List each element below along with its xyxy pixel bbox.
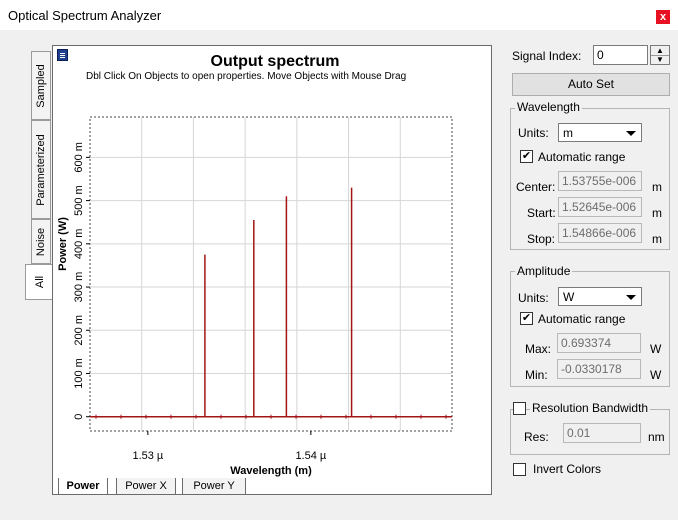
max-label: Max: — [525, 342, 552, 356]
invert-colors-label: Invert Colors — [533, 462, 602, 476]
invert-colors-checkbox[interactable] — [513, 463, 526, 476]
signal-index-spinner[interactable]: ▲ ▼ — [650, 45, 670, 65]
stop-field: 1.54866e-006 — [558, 223, 642, 243]
signal-index-input[interactable]: 0 — [593, 45, 648, 65]
amplitude-auto-range-checkbox[interactable]: ✔ — [520, 312, 533, 325]
amplitude-units-label: Units: — [518, 291, 549, 305]
tab-sampled[interactable]: Sampled — [31, 51, 51, 120]
res-unit: nm — [648, 430, 665, 444]
min-unit: W — [650, 368, 662, 382]
plot-title: Output spectrum — [210, 53, 340, 70]
amplitude-group-label: Amplitude — [515, 264, 573, 278]
tab-power-x[interactable]: Power X — [116, 478, 176, 495]
spin-down-icon[interactable]: ▼ — [656, 55, 664, 64]
tab-power[interactable]: Power — [58, 478, 108, 495]
amplitude-units-select[interactable]: W — [558, 287, 642, 306]
auto-set-button[interactable]: Auto Set — [512, 73, 670, 96]
stop-label: Stop: — [527, 232, 556, 246]
res-label: Res: — [524, 430, 549, 444]
amplitude-group — [510, 271, 670, 387]
tab-power-y[interactable]: Power Y — [182, 478, 246, 495]
signal-index-label: Signal Index: — [512, 49, 582, 63]
title-bar: Optical Spectrum Analyzer x — [0, 0, 678, 30]
max-unit: W — [650, 342, 662, 356]
tab-parameterized[interactable]: Parameterized — [31, 120, 51, 219]
start-label: Start: — [527, 206, 556, 220]
wavelength-auto-range-checkbox[interactable]: ✔ — [520, 150, 533, 163]
stop-unit: m — [652, 232, 662, 246]
plot-hint: Dbl Click On Objects to open properties.… — [86, 71, 407, 82]
center-unit: m — [652, 180, 662, 194]
chevron-down-icon — [626, 131, 636, 136]
start-unit: m — [652, 206, 662, 220]
wavelength-auto-range-label: Automatic range — [538, 150, 626, 164]
spin-up-icon[interactable]: ▲ — [651, 46, 669, 56]
document-icon[interactable] — [57, 49, 68, 61]
chevron-down-icon — [626, 295, 636, 300]
tab-all[interactable]: All — [25, 264, 53, 300]
resolution-checkbox[interactable] — [513, 402, 526, 415]
wavelength-group-label: Wavelength — [515, 100, 582, 114]
wavelength-units-select[interactable]: m — [558, 123, 642, 142]
min-label: Min: — [525, 368, 548, 382]
start-field: 1.52645e-006 — [558, 197, 642, 217]
min-field: -0.0330178 — [557, 359, 641, 379]
resolution-group-label: Resolution Bandwidth — [530, 401, 651, 415]
window-title: Optical Spectrum Analyzer — [8, 8, 162, 23]
res-field: 0.01 — [563, 423, 641, 443]
max-field: 0.693374 — [557, 333, 641, 353]
close-button[interactable]: x — [656, 10, 670, 24]
plot-frame[interactable] — [52, 45, 492, 495]
center-label: Center: — [516, 180, 556, 194]
wavelength-units-label: Units: — [518, 126, 549, 140]
center-field: 1.53755e-006 — [558, 171, 642, 191]
tab-noise[interactable]: Noise — [31, 219, 51, 264]
wavelength-group — [510, 108, 670, 250]
amplitude-auto-range-label: Automatic range — [538, 312, 626, 326]
